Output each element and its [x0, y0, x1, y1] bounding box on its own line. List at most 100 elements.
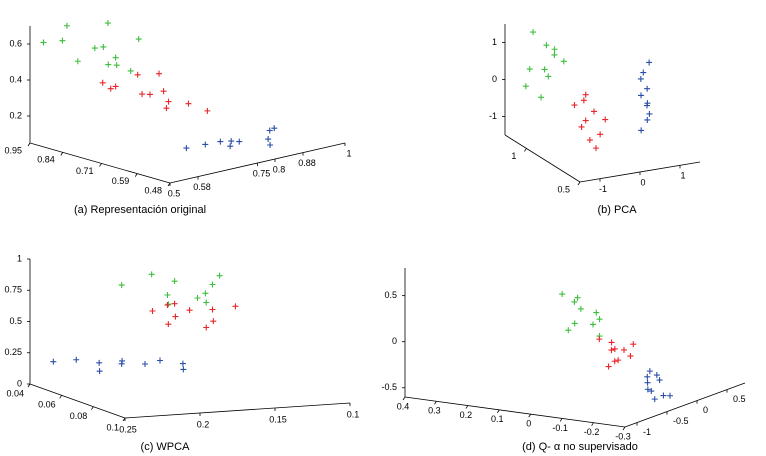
point	[644, 85, 651, 92]
y-tick-label: 0.5	[557, 184, 570, 194]
point	[596, 336, 603, 343]
point	[216, 272, 223, 279]
y-tick-label: -0.3	[615, 431, 631, 441]
point	[596, 316, 603, 323]
point	[271, 125, 278, 132]
z-tick-label: 0.5	[9, 316, 22, 326]
point	[608, 339, 615, 346]
point	[266, 127, 273, 134]
x-tick-label: 0.88	[298, 158, 316, 168]
point	[551, 46, 558, 53]
y-tick-label: 0.06	[38, 400, 56, 410]
point	[538, 94, 545, 101]
y-tick	[434, 401, 437, 405]
y-tick	[60, 152, 64, 156]
x-tick-label: -1	[599, 184, 607, 194]
y-tick	[577, 181, 581, 186]
point	[574, 294, 581, 301]
point	[118, 282, 125, 289]
point	[559, 291, 566, 298]
point	[582, 117, 589, 124]
point	[582, 91, 589, 98]
y-tick-label: 0.3	[428, 406, 441, 416]
y-tick	[59, 395, 62, 399]
y-tick	[402, 396, 406, 401]
point	[63, 22, 70, 29]
x-axis	[624, 382, 746, 428]
y-tick-label: 0.04	[6, 388, 24, 398]
caption: (c) WPCA	[141, 441, 191, 453]
point	[578, 123, 585, 130]
y-tick-label: 0.59	[112, 176, 130, 186]
y-tick	[528, 413, 532, 418]
point	[99, 79, 106, 86]
y-tick-label: 0.84	[37, 155, 55, 165]
y-tick-label: 0.71	[76, 166, 94, 176]
point	[96, 359, 103, 366]
z-tick-label: 0.75	[4, 285, 22, 295]
point	[590, 321, 596, 328]
z-tick-label: 0.6	[9, 38, 22, 48]
point	[627, 353, 634, 360]
point	[648, 388, 655, 395]
point	[232, 303, 239, 310]
point	[526, 66, 533, 73]
point	[105, 61, 112, 68]
point	[104, 20, 111, 27]
point	[156, 70, 163, 77]
point	[543, 42, 550, 49]
point	[608, 347, 615, 354]
z-tick-label: 0.2	[9, 110, 22, 120]
point	[646, 59, 653, 66]
point	[611, 358, 618, 365]
z-tick-label: -0.5	[381, 382, 397, 392]
y-tick	[496, 409, 500, 414]
y-tick	[524, 148, 527, 152]
point	[644, 373, 651, 380]
point	[560, 58, 567, 65]
point	[660, 392, 667, 399]
point	[651, 396, 658, 403]
point	[204, 107, 211, 114]
y-tick	[591, 422, 594, 426]
point	[135, 36, 142, 43]
point	[74, 58, 81, 65]
point	[146, 91, 153, 98]
point	[160, 88, 167, 95]
caption: (d) Q- α no supervisado	[522, 441, 638, 453]
point	[112, 83, 119, 90]
y-tick	[27, 142, 31, 147]
point	[118, 360, 125, 367]
point	[165, 98, 172, 105]
y-tick-label: 0.1	[491, 414, 504, 424]
point	[640, 69, 647, 76]
point	[203, 299, 210, 306]
y-tick	[167, 182, 171, 187]
point	[577, 305, 584, 312]
x-tick-label: -1	[643, 427, 651, 437]
point	[653, 372, 660, 379]
point	[142, 361, 148, 367]
point	[571, 298, 578, 305]
point	[139, 91, 146, 98]
point	[50, 358, 57, 365]
z-tick-label: 0.25	[4, 347, 22, 357]
point	[179, 360, 186, 367]
point	[565, 327, 572, 334]
point	[183, 145, 190, 152]
z-tick-label: 0.5	[384, 290, 397, 300]
caption: (b) PCA	[597, 204, 637, 216]
x-tick-label: 0	[640, 177, 645, 187]
point	[621, 346, 627, 353]
z-tick-label: -1	[489, 111, 497, 121]
point	[172, 313, 179, 320]
point	[571, 320, 578, 327]
caption: (a) Representación original	[74, 204, 206, 216]
y-tick-label: 0.95	[4, 145, 22, 155]
point	[209, 281, 216, 288]
y-tick-label: 0.48	[144, 185, 162, 195]
point	[551, 51, 558, 58]
x-tick-label: 0.5	[733, 394, 746, 404]
point	[202, 290, 209, 297]
point	[637, 75, 644, 82]
